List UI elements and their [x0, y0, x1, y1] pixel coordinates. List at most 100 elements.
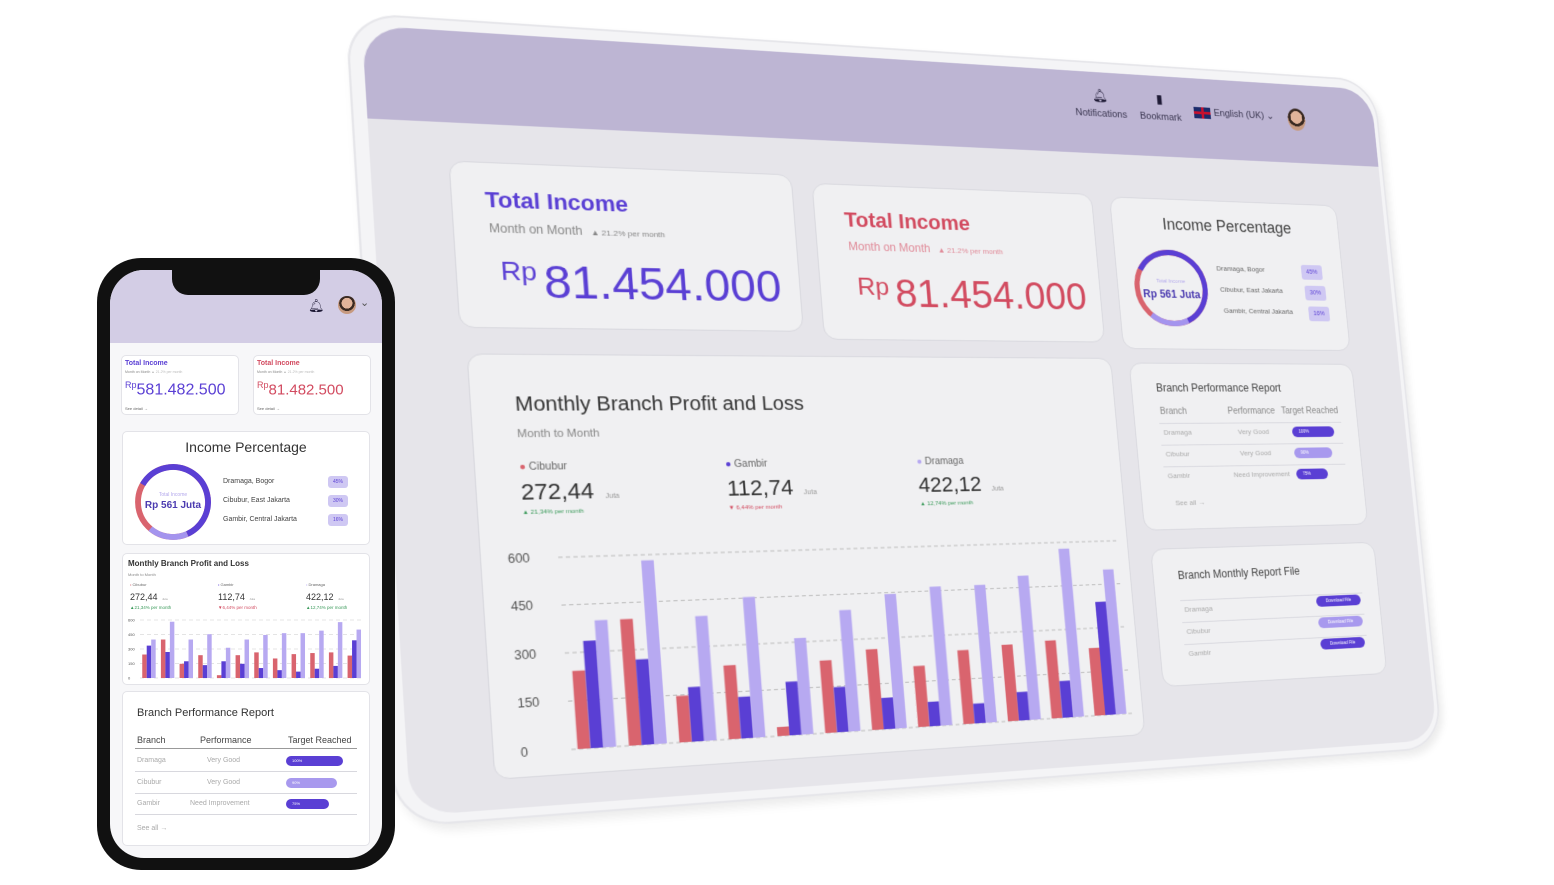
y-tick-label: 150 [128, 661, 135, 666]
donut-segment-dramaga [135, 464, 211, 540]
bar-cibubur [198, 655, 203, 678]
amount: 581.482.500 [136, 381, 226, 399]
legend-label: Dramaga, Bogor [1215, 264, 1266, 274]
bar-cibubur [142, 654, 147, 678]
income-value: Rp81.454.000 [856, 270, 1089, 319]
legend-label: Dramaga, Bogor [223, 478, 275, 485]
column-header: Branch [137, 735, 166, 745]
card-title: Total Income [843, 207, 971, 235]
tablet-device: 🔔︎ Notifications ▮ Bookmark English (UK) ⌄… [345, 12, 1444, 828]
bar-cibubur [179, 663, 185, 678]
language-select[interactable]: English (UK) ⌄ [1193, 106, 1274, 122]
total-income-card: Total Income Month on Month ▲ 21.2% per … [253, 355, 371, 415]
currency: Rp [257, 380, 269, 390]
avatar[interactable] [1286, 108, 1307, 132]
branch-name: Cibubur [1165, 449, 1190, 459]
bar-cibubur [572, 670, 591, 750]
stat-gambir: • Gambir 112,74 Juta ▼6,44% per month [218, 582, 303, 610]
stat-value: 272,44 [130, 592, 158, 602]
bar-dramaga [974, 584, 997, 723]
legend-label: Cibubur, East Jakarta [1219, 285, 1284, 295]
bar-cibubur [291, 654, 297, 678]
stat-name: Gambir [733, 458, 768, 470]
bar-dramaga [337, 622, 343, 678]
download-file-button[interactable]: Download File [1319, 636, 1366, 650]
top-bar: 🔔︎ Notifications ▮ Bookmark English (UK) ⌄ [361, 25, 1379, 167]
bar-gambir [202, 665, 208, 678]
stat-unit: Juta [991, 485, 1004, 493]
bar-dramaga [300, 633, 306, 678]
bar-dramaga [263, 634, 268, 678]
card-subtitle: Month on Month ▲ 21.2% per month [848, 240, 1004, 257]
card-title: Income Percentage [1161, 215, 1292, 238]
profit-loss-chart-card: Monthly Branch Profit and Loss Month to … [466, 353, 1146, 780]
bar-gambir [240, 663, 245, 678]
bar-gambir [277, 670, 282, 678]
y-tick-label: 600 [507, 551, 530, 566]
branch-name: Gambir [1188, 648, 1212, 658]
bar-cibubur [1044, 640, 1063, 719]
bar-dramaga [281, 633, 287, 678]
branch-name: Gambir [1167, 471, 1191, 481]
donut-segment-gambir [135, 464, 211, 540]
avatar[interactable] [338, 296, 356, 314]
trend-text: ▲ 21.2% per month [937, 245, 1004, 257]
currency: Rp [499, 255, 538, 287]
bar-gambir [973, 703, 986, 724]
y-tick-label: 450 [511, 599, 534, 614]
amount: 81.454.000 [893, 270, 1089, 318]
y-tick-label: 150 [517, 696, 540, 711]
branch-name: Dramaga [1163, 428, 1193, 437]
divider [135, 792, 357, 794]
total-income-card: Total Income Month on Month ▲ 21.2% per m… [448, 160, 804, 332]
bookmark-label: Bookmark [1139, 110, 1183, 124]
see-detail-link[interactable]: See detail → [257, 406, 280, 411]
see-detail-link[interactable]: See detail → [125, 406, 148, 411]
card-title: Income Percentage [185, 439, 307, 455]
divider [1161, 442, 1344, 446]
performance-text: Very Good [207, 757, 241, 764]
card-title: Total Income [257, 360, 300, 367]
divider [135, 814, 357, 815]
stat-cibubur: ● Cibubur 272,44 Juta ▲ 21,34% per month [519, 459, 714, 516]
stat-trend: ▼6,44% per month [218, 605, 257, 610]
bar-gambir [296, 671, 301, 678]
total-income-card: Total Income Month on Month ▲ 21.2% per … [121, 355, 239, 415]
see-all-link[interactable]: See all → [137, 825, 168, 832]
donut-label: Total Income [158, 492, 188, 498]
download-file-button[interactable]: Download File [1317, 615, 1364, 629]
target-progress-bar: 100% [286, 756, 343, 766]
language-label: English (UK) [1213, 107, 1265, 122]
stat-name: Dramaga [924, 456, 964, 468]
legend-label: Cibubur, East Jakarta [223, 497, 290, 504]
branch-name: Dramaga [137, 757, 166, 764]
phone-device: 🔔︎ ⌄ Total Income Month on Month ▲ 21.2%… [97, 258, 395, 870]
bar-cibubur [865, 648, 884, 731]
bar-cibubur [328, 652, 334, 678]
stat-unit: Juta [161, 597, 168, 601]
stat-cibubur: • Cibubur 272,44 Juta ▲21,34% per month [130, 582, 215, 610]
y-tick-label: 300 [514, 647, 537, 662]
stat-value: 112,74 [726, 474, 795, 501]
chevron-down-icon[interactable]: ⌄ [360, 297, 370, 309]
see-all-link[interactable]: See all → [1174, 498, 1206, 508]
divider [135, 748, 357, 749]
bar-cibubur [310, 653, 315, 678]
branch-performance-card: Branch Performance Report Branch Perform… [1128, 362, 1369, 531]
stat-dramaga: ● Dramaga 422,12 Juta ▲ 12,74% per month [916, 455, 1085, 507]
bell-icon[interactable]: 🔔︎ [308, 298, 325, 313]
card-title: Total Income [484, 186, 629, 217]
bar-gambir [927, 701, 942, 727]
gridline [558, 541, 1116, 558]
stat-value: 422,12 [306, 592, 334, 602]
chevron-down-icon: ⌄ [1266, 111, 1275, 122]
download-file-button[interactable]: Download File [1315, 594, 1362, 607]
bookmark-button[interactable]: ▮ Bookmark [1138, 91, 1183, 124]
bar-dramaga [225, 647, 231, 678]
bar-cibubur [913, 665, 930, 728]
notifications-button[interactable]: 🔔︎ Notifications [1073, 87, 1128, 121]
column-header: Target Reached [288, 735, 352, 745]
target-progress-bar: 75% [1295, 468, 1329, 480]
total-income-card-red: Total Income Month on Month ▲ 21.2% per m… [811, 182, 1106, 343]
donut-value: Rp 561 Juta [1142, 287, 1201, 301]
